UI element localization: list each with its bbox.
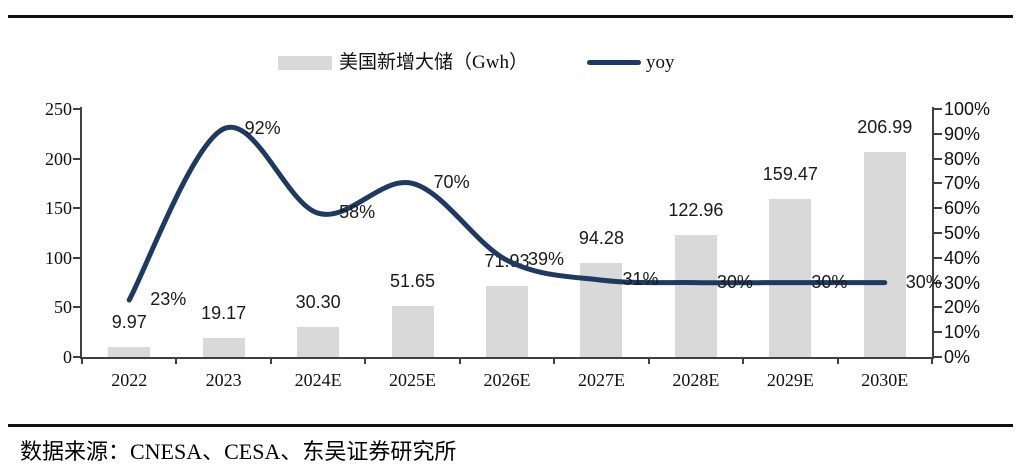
x-axis-tick — [931, 357, 933, 364]
yoy-value-label: 58% — [339, 202, 376, 223]
bar-value-label: 9.97 — [111, 312, 147, 333]
bar-2028E — [674, 235, 717, 357]
yoy-value-label: 30% — [811, 271, 848, 292]
yoy-value-label: 30% — [905, 271, 942, 292]
x-axis-category-label: 2029E — [766, 370, 814, 390]
right-axis-tick-label: 90% — [944, 123, 981, 144]
right-axis-tick — [934, 356, 942, 358]
left-axis-tick-label: 100 — [45, 247, 72, 268]
x-axis-tick — [81, 357, 83, 364]
x-axis-tick — [364, 357, 367, 364]
yoy-value-label: 39% — [528, 249, 565, 270]
yoy-line-path — [126, 124, 888, 303]
right-axis-line — [932, 107, 934, 359]
right-axis-tick-label: 30% — [944, 272, 981, 293]
bar-2023 — [202, 337, 245, 357]
x-axis-category-label: 2024E — [294, 370, 342, 390]
x-axis-tick — [553, 357, 556, 364]
legend-bar-swatch — [278, 56, 332, 70]
bar-2026E — [486, 285, 528, 357]
bar-value-label: 159.47 — [762, 163, 818, 184]
bar-value-label: 122.96 — [668, 200, 724, 221]
x-axis-category-label: 2027E — [577, 370, 625, 390]
bar-value-label: 206.99 — [857, 116, 913, 137]
left-axis-tick — [73, 108, 81, 110]
bar-2024E — [297, 326, 340, 357]
right-axis-tick-label: 80% — [944, 148, 981, 169]
x-axis-category-label: 2028E — [672, 370, 720, 390]
left-axis-tick-label: 0 — [63, 347, 72, 367]
legend-line-swatch — [587, 60, 641, 65]
left-axis-tick-label: 250 — [45, 99, 72, 119]
yoy-value-label: 23% — [150, 288, 187, 309]
yoy-value-label: 92% — [244, 117, 281, 138]
right-axis-tick-label: 40% — [944, 247, 981, 268]
right-axis-tick — [934, 331, 942, 334]
x-axis-category-label: 2025E — [389, 370, 437, 390]
left-axis-tick-label: 150 — [45, 198, 72, 219]
bar-value-label: 30.30 — [295, 291, 341, 312]
yoy-value-label: 70% — [433, 172, 470, 193]
right-axis-tick — [934, 207, 942, 210]
yoy-value-label: 30% — [716, 271, 753, 292]
right-axis-tick-label: 50% — [944, 223, 981, 243]
x-axis-tick — [458, 357, 461, 364]
left-axis-line — [80, 107, 82, 359]
left-axis-tick-label: 50 — [54, 297, 72, 318]
right-axis-tick — [934, 182, 942, 185]
right-axis-tick-label: 60% — [944, 198, 981, 219]
x-axis-category-label: 2022 — [111, 370, 148, 390]
bar-value-label: 19.17 — [201, 302, 247, 323]
right-axis-tick-label: 10% — [944, 322, 981, 343]
left-axis-tick — [73, 306, 81, 309]
source-note: 数据来源：CNESA、CESA、东吴证券研究所 — [20, 439, 457, 464]
left-axis-tick-label: 200 — [45, 148, 72, 169]
x-axis-line — [80, 357, 934, 359]
bar-2025E — [391, 305, 434, 357]
right-axis-tick — [934, 306, 942, 309]
x-axis-tick — [742, 357, 745, 364]
bar-value-label: 51.65 — [390, 270, 436, 291]
right-axis-tick — [934, 132, 942, 135]
legend-bar-label: 美国新增大储（Gwh） — [339, 52, 528, 73]
right-axis-tick — [934, 157, 942, 160]
yoy-value-label: 31% — [622, 269, 659, 290]
x-axis-tick — [175, 357, 178, 364]
right-axis-tick-label: 0% — [944, 347, 971, 367]
x-axis-tick — [647, 357, 650, 364]
left-axis-tick — [73, 356, 81, 358]
right-axis-tick — [934, 256, 942, 259]
right-axis-tick-label: 100% — [944, 99, 991, 119]
top-rule — [8, 15, 1013, 18]
right-axis-tick-label: 70% — [944, 173, 981, 194]
bar-2022 — [108, 347, 151, 357]
x-axis-category-label: 2023 — [205, 370, 242, 390]
bottom-rule — [8, 424, 1013, 427]
left-axis-tick — [73, 207, 81, 210]
right-axis-tick — [934, 281, 942, 284]
x-axis-tick — [836, 357, 839, 364]
x-axis-category-label: 2030E — [861, 370, 909, 390]
bar-2029E — [769, 198, 812, 357]
left-axis-tick — [73, 256, 81, 259]
x-axis-tick — [269, 357, 272, 364]
left-axis-tick — [73, 157, 81, 160]
bar-value-label: 94.28 — [578, 228, 624, 249]
right-axis-tick — [934, 108, 942, 110]
bar-2030E — [863, 151, 906, 357]
legend-line-label: yoy — [646, 52, 675, 73]
right-axis-tick — [934, 232, 942, 234]
right-axis-tick-label: 20% — [944, 297, 981, 318]
x-axis-category-label: 2026E — [483, 370, 531, 390]
